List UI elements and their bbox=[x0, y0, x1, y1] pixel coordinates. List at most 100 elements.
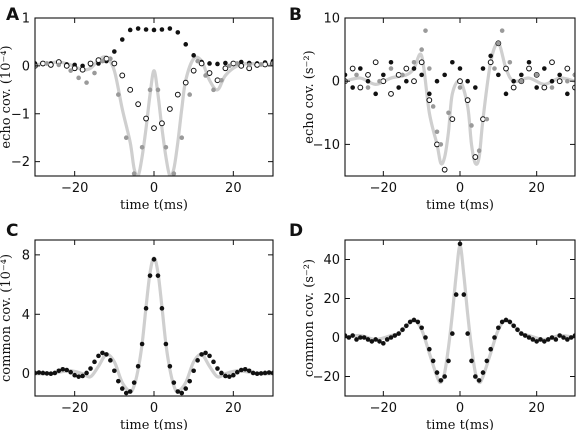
data-point-c-1-10 bbox=[72, 372, 77, 378]
data-point-b-1-13 bbox=[442, 72, 447, 78]
data-point-c-1-46 bbox=[215, 366, 220, 371]
x-tick-label-d-1: 0 bbox=[456, 401, 464, 416]
data-point-b-3-5 bbox=[400, 72, 405, 78]
data-point-d-1-40 bbox=[496, 325, 501, 331]
data-point-b-1-16 bbox=[465, 78, 470, 84]
y-tick-label-b-2: −10 bbox=[313, 138, 340, 153]
data-point-b-2-21 bbox=[503, 65, 509, 72]
data-point-a-2-15 bbox=[151, 125, 157, 132]
data-point-a-3-8 bbox=[108, 56, 113, 61]
data-point-b-3-15 bbox=[469, 123, 474, 128]
data-point-d-1-2 bbox=[350, 333, 355, 338]
data-point-a-1-24 bbox=[223, 60, 228, 66]
data-point-d-1-26 bbox=[442, 374, 447, 379]
data-point-c-1-43 bbox=[203, 350, 208, 356]
data-point-d-1-33 bbox=[469, 358, 474, 364]
x-tick-label-a-1: 0 bbox=[150, 181, 158, 196]
data-point-c-1-20 bbox=[112, 368, 117, 374]
data-point-a-2-26 bbox=[238, 62, 245, 69]
axis-frame-b bbox=[344, 17, 576, 177]
data-point-d-1-28 bbox=[450, 331, 455, 336]
data-point-d-1-56 bbox=[557, 333, 562, 338]
data-point-d-1-27 bbox=[446, 358, 451, 364]
data-point-b-3-8 bbox=[423, 28, 428, 33]
data-point-a-2-21 bbox=[198, 60, 205, 67]
data-point-a-2-22 bbox=[206, 70, 213, 76]
data-point-d-1-11 bbox=[384, 337, 390, 342]
data-point-a-1-13 bbox=[135, 26, 141, 31]
data-point-a-1-14 bbox=[143, 27, 149, 32]
data-point-c-1-55 bbox=[250, 370, 256, 376]
data-point-c-1-6 bbox=[56, 368, 62, 374]
data-point-b-2-24 bbox=[526, 65, 532, 72]
data-point-c-1-29 bbox=[147, 273, 153, 278]
data-point-a-1-22 bbox=[207, 61, 212, 66]
data-point-c-1-50 bbox=[231, 372, 236, 378]
data-point-c-1-35 bbox=[171, 380, 177, 385]
data-point-d-1-20 bbox=[419, 325, 424, 331]
data-point-a-2-19 bbox=[182, 79, 189, 86]
data-point-b-1-2 bbox=[358, 66, 363, 71]
data-point-b-1-24 bbox=[526, 59, 532, 65]
data-point-b-2-11 bbox=[426, 97, 433, 104]
data-point-c-1-47 bbox=[219, 370, 224, 376]
data-point-b-1-0 bbox=[345, 72, 348, 78]
data-point-a-3-17 bbox=[179, 135, 185, 140]
data-point-c-1-17 bbox=[100, 350, 105, 356]
data-point-d-1-48 bbox=[526, 335, 532, 340]
data-point-c-1-36 bbox=[175, 389, 181, 394]
data-point-d-1-50 bbox=[534, 339, 539, 344]
series-line-a-0 bbox=[35, 55, 273, 176]
data-point-b-1-17 bbox=[473, 85, 478, 90]
data-point-b-3-10 bbox=[430, 104, 436, 109]
data-point-a-1-10 bbox=[112, 49, 117, 54]
x-axis-label-a: time t(ms) bbox=[120, 198, 188, 213]
data-point-b-1-21 bbox=[503, 91, 509, 97]
data-point-a-1-23 bbox=[215, 61, 220, 67]
data-point-b-3-2 bbox=[365, 85, 371, 90]
data-point-a-1-20 bbox=[191, 53, 196, 58]
data-point-b-1-27 bbox=[549, 78, 555, 84]
data-point-c-1-5 bbox=[52, 370, 58, 376]
data-point-d-1-51 bbox=[538, 337, 543, 342]
data-point-b-3-19 bbox=[496, 40, 501, 46]
x-tick-label-c-1: 0 bbox=[150, 401, 158, 416]
data-point-a-2-18 bbox=[174, 91, 181, 98]
data-point-d-1-24 bbox=[434, 370, 440, 375]
data-point-b-3-6 bbox=[411, 59, 417, 65]
data-point-a-2-11 bbox=[119, 72, 126, 79]
data-point-b-3-9 bbox=[427, 66, 432, 71]
x-tick-label-d-0: −20 bbox=[370, 401, 397, 416]
data-point-a-3-21 bbox=[211, 87, 216, 93]
data-point-b-1-22 bbox=[511, 78, 516, 84]
data-point-b-3-7 bbox=[419, 47, 424, 52]
data-point-c-1-34 bbox=[167, 363, 173, 369]
x-axis-label-c: time t(ms) bbox=[120, 418, 188, 430]
data-point-a-3-13 bbox=[147, 87, 153, 93]
y-axis-label-a: echo cov. (10⁻⁴) bbox=[0, 45, 14, 148]
data-point-d-1-38 bbox=[488, 346, 493, 352]
y-tick-label-a-2: −1 bbox=[11, 107, 30, 122]
data-point-c-1-52 bbox=[238, 367, 244, 373]
data-point-d-1-47 bbox=[522, 333, 528, 338]
data-point-d-1-7 bbox=[369, 339, 375, 344]
data-point-d-1-8 bbox=[373, 337, 378, 342]
data-point-b-3-16 bbox=[476, 148, 482, 154]
data-point-a-2-28 bbox=[254, 62, 261, 68]
data-point-b-1-5 bbox=[381, 72, 386, 78]
data-point-b-3-17 bbox=[484, 116, 490, 122]
data-point-c-1-32 bbox=[159, 306, 165, 311]
plot-area-a bbox=[35, 26, 273, 176]
data-point-b-3-4 bbox=[388, 66, 394, 71]
y-tick-label-a-0: 1 bbox=[22, 12, 30, 27]
data-point-a-3-23 bbox=[227, 63, 232, 69]
data-point-d-1-32 bbox=[465, 331, 470, 336]
data-point-d-1-3 bbox=[354, 337, 359, 342]
data-point-a-2-4 bbox=[63, 62, 70, 69]
data-point-b-2-26 bbox=[541, 84, 548, 91]
y-tick-label-c-2: 0 bbox=[22, 367, 30, 382]
data-point-b-2-6 bbox=[388, 90, 394, 97]
data-point-b-2-10 bbox=[418, 59, 425, 66]
data-point-b-3-1 bbox=[354, 72, 359, 78]
